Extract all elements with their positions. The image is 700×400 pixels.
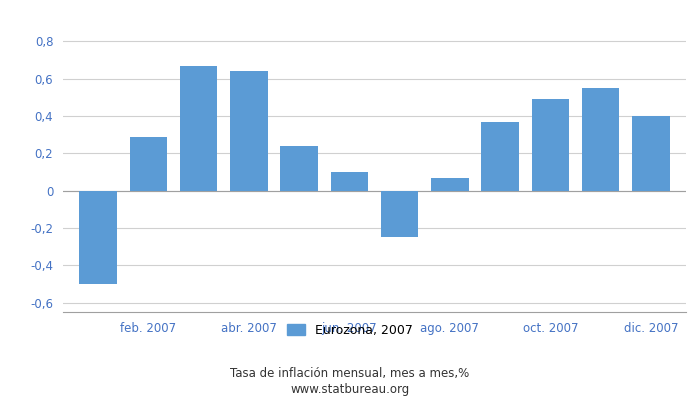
Bar — [330, 172, 368, 191]
Bar — [381, 191, 419, 237]
Bar — [431, 178, 469, 191]
Bar — [482, 122, 519, 191]
Bar — [130, 136, 167, 191]
Bar — [180, 66, 218, 191]
Text: www.statbureau.org: www.statbureau.org — [290, 384, 410, 396]
Bar — [531, 99, 569, 191]
Bar — [582, 88, 620, 191]
Legend: Eurozona, 2007: Eurozona, 2007 — [281, 319, 419, 342]
Bar — [280, 146, 318, 191]
Bar — [230, 71, 267, 191]
Text: Tasa de inflación mensual, mes a mes,%: Tasa de inflación mensual, mes a mes,% — [230, 368, 470, 380]
Bar — [632, 116, 670, 191]
Bar — [79, 191, 117, 284]
